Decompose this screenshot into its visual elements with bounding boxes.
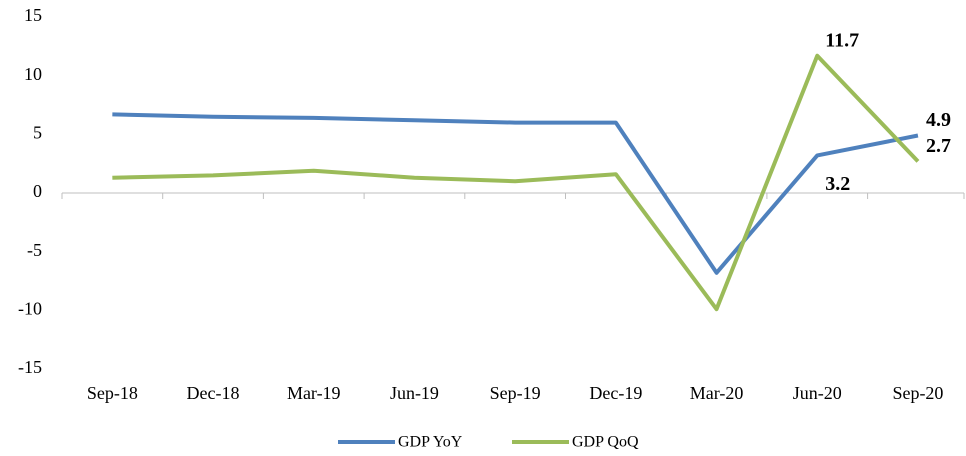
legend-label: GDP YoY: [398, 434, 463, 451]
x-tick-label: Mar-20: [690, 383, 744, 403]
data-label: 2.7: [926, 135, 951, 157]
x-tick-label: Dec-18: [187, 383, 240, 403]
y-tick-label: 10: [24, 64, 42, 84]
data-label: 3.2: [825, 173, 850, 195]
legend-label: GDP QoQ: [572, 434, 639, 451]
y-tick-label: -15: [18, 357, 42, 377]
y-tick-label: 0: [33, 181, 42, 201]
y-tick-label: -5: [27, 240, 42, 260]
series-line: [112, 112, 919, 275]
x-tick-label: Sep-18: [87, 383, 138, 403]
y-tick-label: 5: [33, 122, 42, 142]
data-label: 11.7: [825, 29, 859, 51]
y-tick-label: -10: [18, 298, 42, 318]
x-tick-label: Jun-20: [793, 383, 842, 403]
y-tick-label: 15: [24, 5, 42, 25]
x-tick-label: Mar-19: [287, 383, 341, 403]
x-tick-label: Sep-20: [892, 383, 943, 403]
x-tick-label: Sep-19: [490, 383, 541, 403]
data-label: 4.9: [926, 109, 951, 131]
x-tick-label: Jun-19: [390, 383, 439, 403]
x-tick-label: Dec-19: [589, 383, 642, 403]
series-line: [112, 53, 920, 312]
